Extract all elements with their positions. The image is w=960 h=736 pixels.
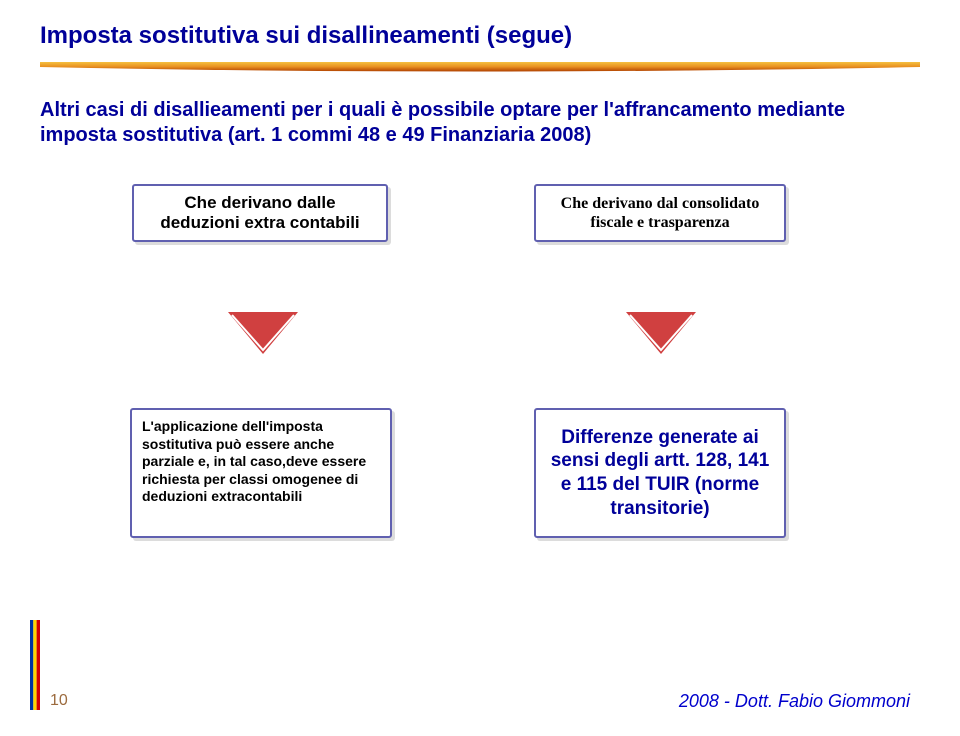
box-text: Che derivano dalle deduzioni extra conta… bbox=[144, 193, 376, 234]
slide-title: Imposta sostitutiva sui disallineamenti … bbox=[40, 22, 920, 50]
box-text: Che derivano dal consolidato fiscale e t… bbox=[546, 194, 774, 232]
box-consolidato-fiscale: Che derivano dal consolidato fiscale e t… bbox=[534, 184, 786, 242]
box-text: Differenze generate ai sensi degli artt.… bbox=[546, 426, 774, 521]
box-applicazione-imposta: L'applicazione dell'imposta sostitutiva … bbox=[130, 408, 392, 538]
footer-credit: 2008 - Dott. Fabio Giommoni bbox=[679, 691, 910, 712]
slide-subtitle: Altri casi di disallieamenti per i quali… bbox=[40, 98, 920, 148]
box-deduzioni-extra-contabili: Che derivano dalle deduzioni extra conta… bbox=[132, 184, 388, 242]
page-number: 10 bbox=[50, 692, 68, 710]
title-underline bbox=[40, 62, 920, 74]
arrow-down-icon bbox=[626, 312, 696, 354]
arrow-down-icon bbox=[228, 312, 298, 354]
flag-stripe-icon bbox=[30, 620, 40, 710]
box-differenze-tuir: Differenze generate ai sensi degli artt.… bbox=[534, 408, 786, 538]
box-text: L'applicazione dell'imposta sostitutiva … bbox=[142, 418, 380, 506]
